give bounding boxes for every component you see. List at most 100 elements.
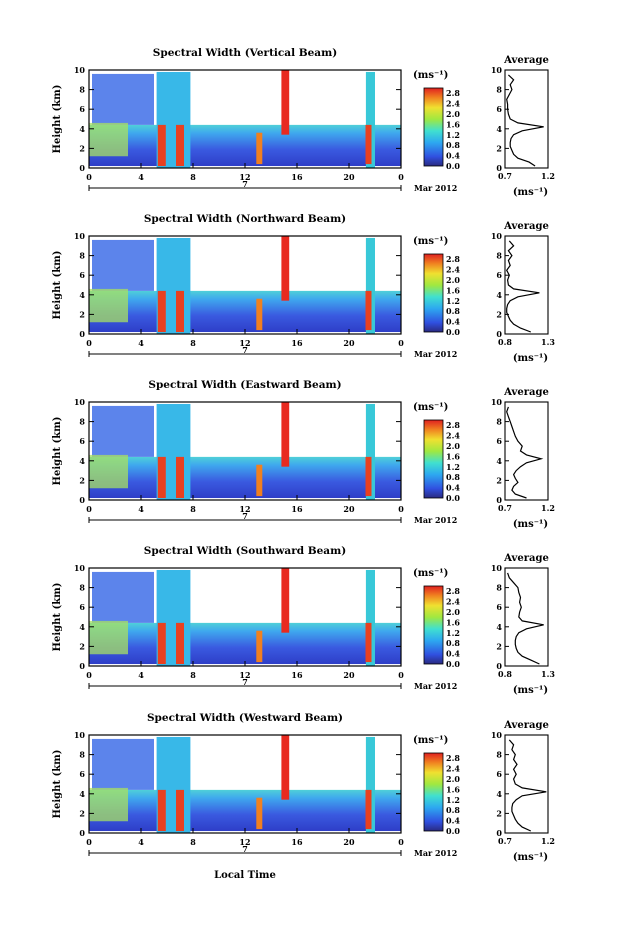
y-axis-label: Height (km): [52, 750, 63, 819]
colorbar-tick-label: 0.8: [446, 140, 460, 150]
x-tick-label: 20: [343, 670, 355, 680]
morning-core-0: [157, 456, 166, 499]
colorbar-unit: (ms⁻¹): [413, 236, 448, 247]
morning-core-0: [157, 290, 166, 333]
y-tick-label: 0: [79, 329, 85, 339]
profile-frame: [504, 235, 549, 335]
colorbar-tick-label: 0.4: [446, 317, 460, 327]
morning-core-0: [157, 789, 166, 832]
x-tick-label: 12: [239, 338, 250, 348]
early-enhanced-layer: [89, 620, 128, 655]
x-tick-label: 20: [343, 504, 355, 514]
morning-core-0: [157, 622, 166, 665]
profile-y-tick-label: 6: [496, 104, 502, 114]
y-tick-label: 2: [79, 475, 85, 485]
panel-title: Spectral Width (Vertical Beam): [153, 47, 337, 59]
profile-x-tick-label: 1.2: [541, 503, 555, 513]
morning-core-0: [157, 124, 166, 167]
y-tick-label: 8: [79, 750, 85, 760]
x-tick-label: 20: [343, 837, 355, 847]
afternoon-column: [281, 735, 290, 800]
y-tick-label: 0: [79, 495, 85, 505]
x-tick-label: 8: [190, 837, 196, 847]
profile-y-tick-label: 8: [496, 85, 502, 95]
colorbar-tick-label: 1.6: [446, 285, 460, 295]
early-upper-layer: [92, 73, 154, 125]
y-tick-label: 0: [79, 828, 85, 838]
day-label: 7: [242, 844, 248, 854]
morning-core-1: [176, 456, 184, 499]
lower-layer: [89, 456, 401, 499]
colorbar-tick-label: 1.2: [446, 628, 460, 638]
colorbar-tick-label: 2.8: [446, 753, 460, 763]
colorbar-tick-label: 2.4: [446, 764, 460, 774]
y-axis-label: Height (km): [52, 251, 63, 320]
y-tick-label: 4: [79, 456, 85, 466]
profile-x-tick-label: 1.2: [541, 836, 555, 846]
evening-core: [365, 789, 372, 830]
colorbar-tick-label: 0.8: [446, 805, 460, 815]
profile-y-tick-label: 10: [491, 730, 503, 740]
profile-unit: (ms⁻¹): [513, 685, 548, 696]
profile-unit: (ms⁻¹): [513, 519, 548, 530]
profile-y-tick-label: 2: [496, 808, 502, 818]
panel-title: Spectral Width (Westward Beam): [147, 712, 343, 724]
x-tick-label: 16: [291, 504, 303, 514]
evening-core: [365, 622, 372, 663]
evening-column: [365, 71, 375, 168]
evening-core: [365, 124, 372, 165]
profile-x-tick-label: 0.7: [498, 503, 512, 513]
panel-title: Spectral Width (Northward Beam): [144, 213, 346, 225]
y-axis-label: Height (km): [52, 417, 63, 486]
x-tick-label: 0: [398, 172, 404, 182]
colorbar-tick-label: 1.6: [446, 119, 460, 129]
y-tick-label: 0: [79, 163, 85, 173]
y-tick-label: 6: [79, 104, 85, 114]
profile-y-tick-label: 4: [496, 456, 502, 466]
day-label: 7: [242, 677, 248, 687]
early-enhanced-layer: [89, 787, 128, 822]
y-tick-label: 4: [79, 124, 85, 134]
lower-layer: [89, 622, 401, 665]
x-tick-label: 16: [291, 338, 303, 348]
x-tick-label: 4: [138, 504, 144, 514]
colorbar-tick-label: 1.6: [446, 784, 460, 794]
colorbar-tick-label: 0.4: [446, 151, 460, 161]
profile-x-tick-label: 0.7: [498, 836, 512, 846]
colorbar: [423, 752, 444, 832]
y-tick-label: 10: [74, 563, 86, 573]
x-tick-label: 4: [138, 670, 144, 680]
month-label: Mar 2012: [414, 515, 457, 525]
day-label: 7: [242, 511, 248, 521]
profile-y-tick-label: 2: [496, 641, 502, 651]
morning-core-1: [176, 789, 184, 832]
x-tick-label: 12: [239, 504, 250, 514]
profile-unit: (ms⁻¹): [513, 353, 548, 364]
early-upper-layer: [92, 405, 154, 457]
profile-y-tick-label: 6: [496, 436, 502, 446]
profile-y-tick-label: 6: [496, 270, 502, 280]
x-tick-label: 8: [190, 504, 196, 514]
x-tick-label: 4: [138, 172, 144, 182]
afternoon-core: [256, 797, 263, 830]
afternoon-core: [256, 464, 263, 497]
profile-y-tick-label: 4: [496, 789, 502, 799]
profile-y-tick-label: 2: [496, 309, 502, 319]
x-tick-label: 0: [398, 837, 404, 847]
panel-1: Spectral Width (Northward Beam) 0 2 4 6 8 10 He…: [52, 213, 555, 364]
evening-core: [365, 290, 372, 331]
colorbar: [423, 419, 444, 499]
profile-x-tick-label: 1.3: [541, 669, 555, 679]
colorbar-tick-label: 2.4: [446, 265, 460, 275]
y-tick-label: 8: [79, 85, 85, 95]
profile-title: Average: [503, 720, 549, 731]
y-tick-label: 6: [79, 602, 85, 612]
profile-unit: (ms⁻¹): [513, 187, 548, 198]
heatmap-field: [89, 568, 401, 666]
x-tick-label: 0: [398, 670, 404, 680]
y-tick-label: 6: [79, 270, 85, 280]
profile-frame: [504, 734, 549, 834]
x-tick-label: 8: [190, 172, 196, 182]
month-label: Mar 2012: [414, 681, 457, 691]
